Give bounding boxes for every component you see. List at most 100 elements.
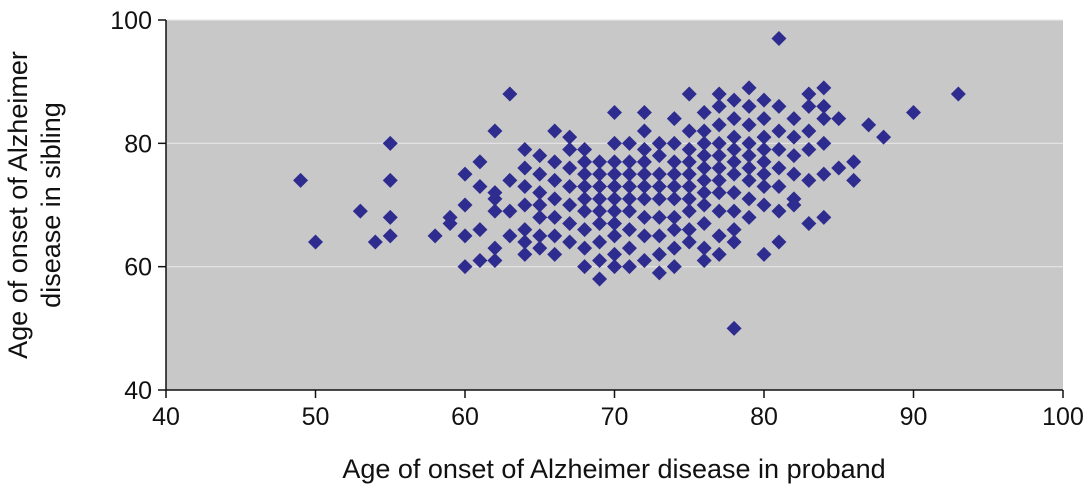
data-point xyxy=(696,185,712,201)
data-point xyxy=(547,123,563,139)
data-point xyxy=(711,172,727,188)
data-point xyxy=(532,148,548,164)
data-point xyxy=(532,228,548,244)
data-point xyxy=(457,197,473,213)
data-point xyxy=(666,259,682,275)
data-point xyxy=(786,129,802,145)
data-point xyxy=(711,185,727,201)
data-point xyxy=(532,209,548,225)
data-point xyxy=(472,154,488,170)
data-point xyxy=(607,154,622,170)
data-point xyxy=(711,228,727,244)
data-point xyxy=(681,86,697,102)
data-point xyxy=(741,80,757,96)
data-point xyxy=(442,209,458,225)
data-point xyxy=(771,160,787,176)
data-point xyxy=(427,228,443,244)
data-point xyxy=(666,222,682,238)
data-point xyxy=(547,154,563,170)
data-point xyxy=(382,228,398,244)
data-point xyxy=(636,228,652,244)
data-point xyxy=(607,246,622,262)
data-point xyxy=(771,98,787,114)
x-tick-label: 80 xyxy=(750,403,778,431)
data-point xyxy=(681,234,697,250)
data-point xyxy=(786,111,802,127)
data-point xyxy=(950,86,966,102)
data-point xyxy=(487,203,503,219)
data-point xyxy=(293,172,309,188)
data-point xyxy=(517,222,533,238)
y-tick-label: 80 xyxy=(124,130,152,158)
data-point xyxy=(816,209,832,225)
data-point xyxy=(577,166,593,182)
data-point xyxy=(771,179,787,194)
data-point xyxy=(846,154,862,170)
data-points xyxy=(293,31,966,336)
data-point xyxy=(711,203,727,219)
data-point xyxy=(308,234,323,250)
data-point xyxy=(487,253,503,268)
data-point xyxy=(607,259,622,275)
data-point xyxy=(577,191,593,207)
data-point xyxy=(621,135,637,151)
data-point xyxy=(711,148,727,164)
data-point xyxy=(382,172,398,188)
data-point xyxy=(756,142,772,157)
data-point xyxy=(607,166,622,182)
data-point xyxy=(756,111,772,127)
data-point xyxy=(666,154,682,170)
data-point xyxy=(726,185,742,201)
data-point xyxy=(636,253,652,268)
data-point xyxy=(577,142,593,157)
data-point xyxy=(562,160,578,176)
data-point xyxy=(816,80,832,96)
data-point xyxy=(696,148,712,164)
data-point xyxy=(816,166,832,182)
data-point xyxy=(726,234,742,250)
data-point xyxy=(577,154,593,170)
data-point xyxy=(771,203,787,219)
data-point xyxy=(592,166,608,182)
data-point xyxy=(666,135,682,151)
data-point xyxy=(711,117,727,133)
data-point xyxy=(592,179,608,194)
y-axis-title-line-2: disease in sibling xyxy=(36,102,66,308)
data-point xyxy=(756,92,772,108)
data-point xyxy=(636,123,652,139)
y-tick-label: 100 xyxy=(110,7,152,35)
data-point xyxy=(517,160,533,176)
data-point xyxy=(487,185,503,201)
data-point xyxy=(621,203,637,219)
data-point xyxy=(741,148,757,164)
data-point xyxy=(786,166,802,182)
data-point xyxy=(711,98,727,114)
data-point xyxy=(666,191,682,207)
data-point xyxy=(636,154,652,170)
data-point xyxy=(592,234,608,250)
data-point xyxy=(756,197,772,213)
data-point xyxy=(726,129,742,145)
x-tick-label: 100 xyxy=(1042,403,1084,431)
data-point xyxy=(726,203,742,219)
data-point xyxy=(607,191,622,207)
data-point xyxy=(801,86,817,102)
data-point xyxy=(592,191,608,207)
data-point xyxy=(517,142,533,157)
data-point xyxy=(592,154,608,170)
data-point xyxy=(517,197,533,213)
data-point xyxy=(621,179,637,194)
data-point xyxy=(621,240,637,256)
data-point xyxy=(741,117,757,133)
data-point xyxy=(831,111,847,127)
data-point xyxy=(771,142,787,157)
data-point xyxy=(532,197,548,213)
data-point xyxy=(711,86,727,102)
data-point xyxy=(651,179,667,194)
data-point xyxy=(696,160,712,176)
data-point xyxy=(696,216,712,231)
data-point xyxy=(726,111,742,127)
data-point xyxy=(607,228,622,244)
data-point xyxy=(651,135,667,151)
data-point xyxy=(741,172,757,188)
